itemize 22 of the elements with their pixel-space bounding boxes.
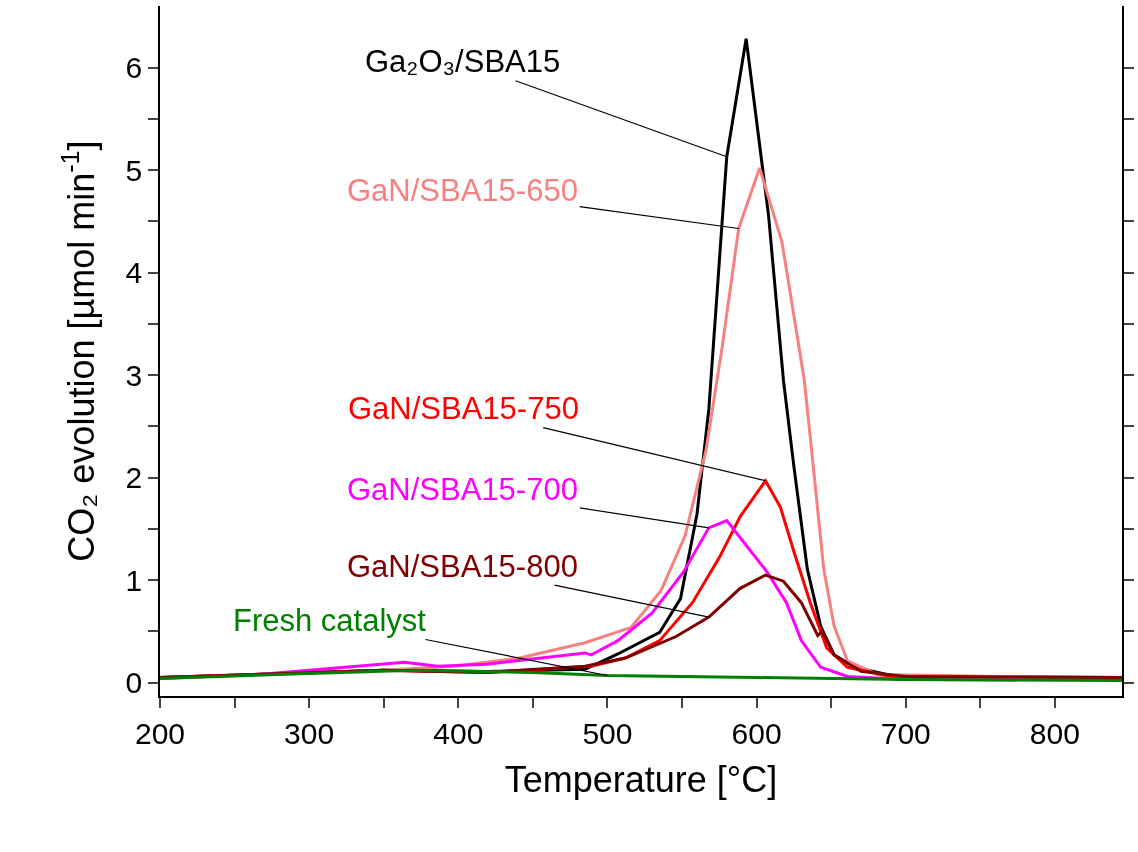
x-tick-label: 500: [582, 716, 633, 750]
x-tick-label: 700: [880, 716, 931, 750]
y-tick-label: 5: [125, 153, 143, 187]
text: GaN/SBA15-750: [348, 391, 579, 426]
x-tick-label: 300: [284, 716, 335, 750]
y-tick-label: 3: [125, 358, 143, 392]
text: GaN/SBA15-700: [347, 472, 578, 507]
y-tick-label: 6: [125, 51, 143, 85]
y-tick-label: 2: [125, 461, 143, 495]
x-tick-label: 400: [433, 716, 484, 750]
y-tick-label: 4: [125, 256, 143, 290]
x-tick-label: 200: [134, 716, 186, 750]
series-label: Fresh catalyst: [233, 603, 427, 638]
text: GaN/SBA15-800: [347, 549, 578, 584]
text: Ga₂O₃/SBA15: [365, 44, 561, 79]
x-tick-label: 600: [731, 716, 782, 750]
y-tick-label: 0: [125, 666, 143, 700]
y-tick-label: 1: [125, 563, 143, 597]
x-tick-label: 800: [1029, 716, 1080, 750]
line-series: [160, 668, 1122, 683]
text: GaN/SBA15-650: [347, 173, 578, 208]
x-axis-title: Temperature [°C]: [504, 758, 778, 800]
